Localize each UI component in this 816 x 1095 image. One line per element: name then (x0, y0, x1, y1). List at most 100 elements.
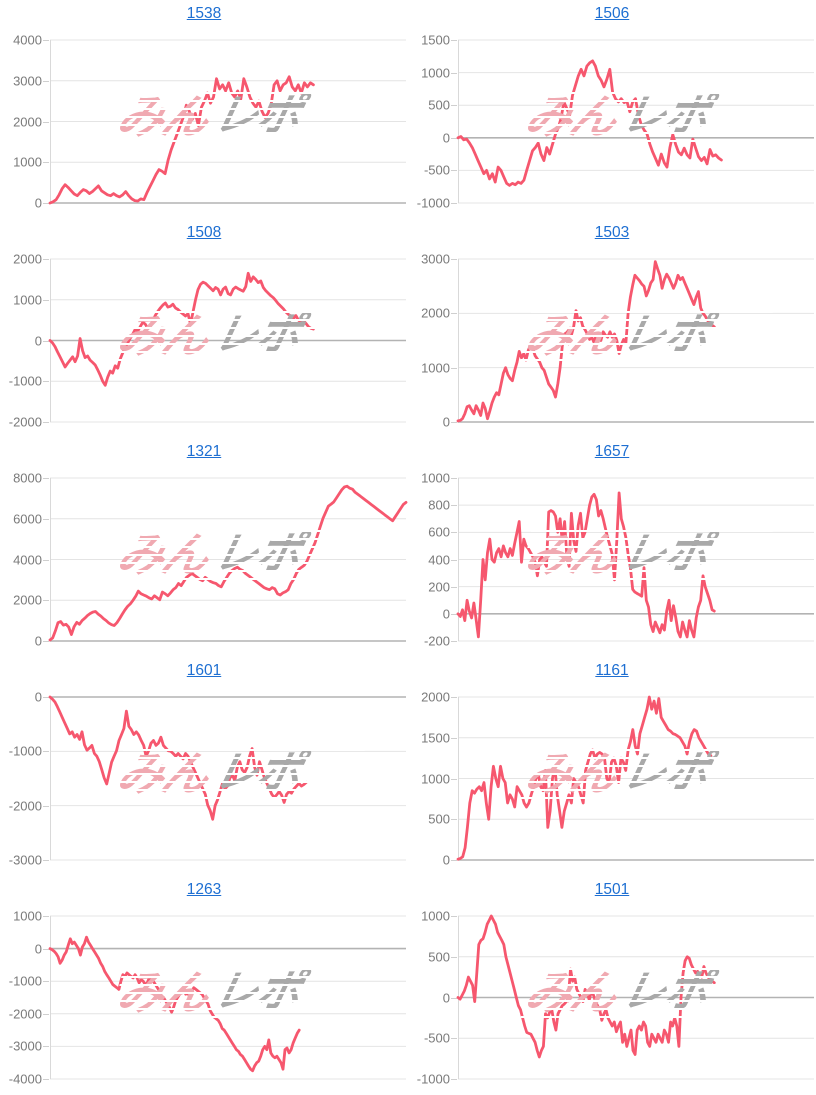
y-tick-label: 0 (34, 689, 42, 705)
y-tick-label: -200 (423, 633, 450, 649)
y-tick-label: -4000 (8, 1071, 42, 1087)
chart-title: 1503 (408, 224, 816, 242)
y-tick-mark (451, 137, 457, 139)
y-tick-mark (43, 916, 49, 917)
y-axis: 3000 2000 1000 0 (408, 249, 458, 438)
series-line (456, 260, 716, 423)
y-tick-label: 1000 (13, 292, 42, 308)
plot-area: みん レポ (48, 915, 406, 1080)
chart-title: 1501 (408, 881, 816, 899)
y-tick-mark (43, 340, 49, 342)
chart-body: 4000 3000 2000 1000 0 みん レポ (0, 30, 408, 219)
y-tick-mark (43, 1046, 49, 1048)
y-tick-label: 0 (442, 414, 450, 430)
y-tick-label: 0 (442, 130, 450, 146)
y-tick-label: -1000 (416, 195, 450, 211)
chart-title-link[interactable]: 1538 (186, 5, 222, 22)
y-tick-label: 2000 (13, 592, 42, 608)
chart-title-link[interactable]: 1601 (186, 662, 222, 679)
y-tick-label: 0 (34, 633, 42, 649)
y-tick-mark (43, 80, 49, 82)
y-tick-mark (43, 162, 49, 164)
chart-title-link[interactable]: 1508 (186, 224, 222, 241)
chart-title-link[interactable]: 1506 (594, 5, 630, 22)
chart-cell: 1508 2000 1000 0 -1000 -2000 みん レポ (0, 219, 408, 438)
chart-cell: 1501 1000 500 0 -500 -1000 みん レポ (408, 876, 816, 1095)
line-chart-svg (456, 695, 814, 861)
y-tick-mark (43, 422, 49, 423)
y-tick-label: 3000 (421, 251, 450, 267)
y-axis: 8000 6000 4000 2000 0 (0, 468, 50, 657)
y-tick-mark (451, 532, 457, 534)
y-tick-label: -2000 (8, 1006, 42, 1022)
y-tick-label: 0 (34, 195, 42, 211)
series-line (48, 484, 408, 642)
y-tick-mark (43, 559, 49, 561)
y-tick-label: 500 (428, 97, 450, 113)
y-tick-label: -3000 (8, 852, 42, 868)
y-tick-mark (43, 1079, 49, 1080)
y-tick-label: 1000 (421, 470, 450, 486)
y-tick-mark (451, 72, 457, 74)
y-tick-label: 0 (34, 333, 42, 348)
y-tick-mark (43, 697, 49, 698)
chart-body: 1000 0 -1000 -2000 -3000 -4000 みん レポ (0, 906, 408, 1095)
y-tick-mark (451, 40, 457, 41)
y-tick-label: 1000 (421, 771, 450, 786)
y-tick-label: 1500 (421, 32, 450, 48)
plot-area: みん レポ (48, 39, 406, 205)
chart-title-link[interactable]: 1657 (594, 443, 630, 460)
y-tick-label: 600 (428, 524, 450, 540)
y-tick-label: 500 (428, 811, 450, 827)
y-axis: 1500 1000 500 0 -500 -1000 (408, 30, 458, 219)
chart-body: 8000 6000 4000 2000 0 みん レポ (0, 468, 408, 657)
y-tick-label: 800 (428, 497, 450, 513)
y-tick-label: 4000 (13, 32, 42, 48)
y-axis: 0 -1000 -2000 -3000 (0, 687, 50, 876)
line-chart-svg (48, 695, 406, 861)
chart-title: 1263 (0, 881, 408, 899)
plot-area: みん レポ (48, 695, 406, 861)
y-tick-mark (43, 518, 49, 520)
chart-title: 1657 (408, 443, 816, 461)
y-tick-label: 1000 (421, 65, 450, 81)
chart-title-link[interactable]: 1503 (594, 224, 630, 241)
y-tick-mark (43, 981, 49, 983)
y-tick-label: -2000 (8, 414, 42, 430)
y-tick-label: 6000 (13, 511, 42, 527)
chart-title-link[interactable]: 1321 (186, 443, 222, 460)
y-tick-label: -500 (423, 1030, 450, 1046)
y-tick-mark (451, 313, 457, 315)
series-line (48, 695, 308, 821)
chart-title: 1508 (0, 224, 408, 242)
chart-body: 1000 800 600 400 200 0 -200 みん レポ (408, 468, 816, 657)
y-tick-mark (451, 916, 457, 917)
chart-cell: 1506 1500 1000 500 0 -500 -1000 みん レポ (408, 0, 816, 219)
chart-title: 1161 (408, 662, 816, 680)
y-tick-mark (451, 170, 457, 172)
y-tick-label: 1000 (13, 154, 42, 170)
y-tick-mark (451, 641, 457, 642)
plot-area: みん レポ (456, 695, 814, 861)
y-tick-mark (43, 805, 49, 807)
y-tick-label: -1000 (8, 373, 42, 389)
y-tick-label: 3000 (13, 73, 42, 89)
y-tick-mark (43, 751, 49, 753)
chart-cell: 1538 4000 3000 2000 1000 0 みん レポ (0, 0, 408, 219)
y-tick-label: 1000 (421, 360, 450, 376)
chart-title-link[interactable]: 1161 (595, 662, 629, 679)
y-tick-mark (43, 641, 49, 642)
y-tick-mark (451, 737, 457, 739)
y-tick-label: -1000 (8, 973, 42, 989)
plot-area: みん レポ (48, 477, 408, 642)
chart-title-link[interactable]: 1263 (186, 881, 222, 898)
y-tick-mark (43, 203, 49, 204)
line-chart-svg (48, 39, 406, 205)
y-axis: 1000 0 -1000 -2000 -3000 -4000 (0, 906, 50, 1095)
y-tick-label: 0 (442, 990, 450, 1005)
y-tick-label: 2000 (13, 114, 42, 129)
chart-title-link[interactable]: 1501 (594, 881, 630, 898)
series-line (456, 914, 716, 1059)
y-tick-mark (43, 948, 49, 950)
y-tick-mark (451, 860, 457, 861)
